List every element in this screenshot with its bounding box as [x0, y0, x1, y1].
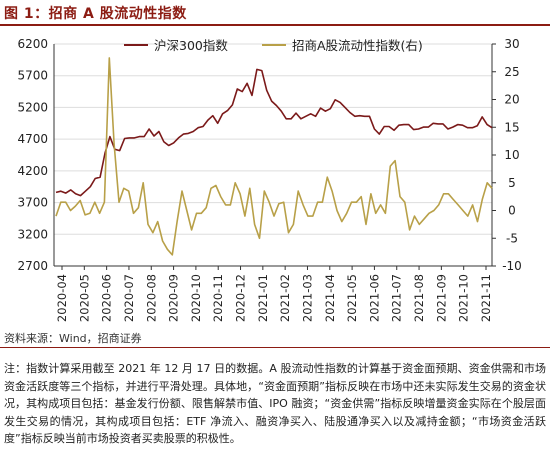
- y-left-tick-label: 3700: [17, 196, 48, 210]
- y-left-tick-label: 5700: [17, 69, 48, 83]
- series-line-csi300: [55, 68, 493, 197]
- legend: 沪深300指数 招商A股流动性指数(右): [124, 38, 423, 53]
- y-right-tick-label: 5: [508, 176, 516, 190]
- x-tick-label: 2020-08: [144, 274, 158, 322]
- x-tick-label: 2021-02: [278, 274, 292, 322]
- legend-label: 沪深300指数: [154, 38, 228, 53]
- y-right-tick-label: -10: [502, 259, 522, 273]
- y-left-tick-label: 4700: [17, 132, 48, 146]
- x-tick-label: 2020-07: [122, 274, 136, 322]
- liquidity-chart: 6200 5700 5200 4700 4200 3700 3200 2700 30 25 20 15…: [17, 37, 521, 322]
- series-lines: [55, 57, 493, 256]
- y-right-tick-label: 15: [504, 120, 519, 134]
- x-tick-label: 2020-10: [189, 274, 203, 322]
- x-tick-label: 2021-07: [390, 274, 404, 322]
- x-tick-label: 2020-09: [167, 274, 181, 322]
- x-tick-label: 2021-05: [345, 274, 359, 322]
- x-tick-label: 2020-06: [100, 274, 114, 322]
- x-tick-label: 2020-04: [55, 274, 69, 322]
- x-tick-label: 2021-01: [256, 274, 270, 322]
- x-tick-label: 2021-03: [300, 274, 314, 322]
- y-left-tick-label: 4200: [17, 164, 48, 178]
- y-right-tick-label: 25: [504, 65, 519, 79]
- x-tick-label: 2020-11: [211, 274, 225, 322]
- series-line-liquidity-index: [55, 57, 493, 256]
- footnote: 注：指数计算采用截至 2021 年 12 月 17 日的数据。A 股流动性指数的…: [4, 362, 546, 445]
- y-left-tick-label: 6200: [17, 37, 48, 51]
- y-left-tick-label: 5200: [17, 100, 48, 114]
- x-tick-label: 2020-05: [77, 274, 91, 322]
- x-tick-label: 2021-06: [367, 274, 381, 322]
- y-left-tick-label: 2700: [17, 259, 48, 273]
- x-tick-label: 2021-04: [323, 274, 337, 322]
- y-right-tick-label: -5: [506, 231, 518, 245]
- y-right-tick-label: 30: [504, 37, 519, 51]
- title-rule: [0, 24, 550, 26]
- axes: 6200 5700 5200 4700 4200 3700 3200 2700 30 25 20 15…: [17, 37, 521, 322]
- y-left-tick-label: 3200: [17, 227, 48, 241]
- y-right-tick-label: 20: [504, 93, 519, 107]
- y-right-tick-label: 10: [504, 148, 519, 162]
- x-tick-label: 2021-10: [457, 274, 471, 322]
- x-tick-label: 2021-09: [434, 274, 448, 322]
- grid-lines: [54, 43, 492, 267]
- source-rule: [0, 347, 550, 348]
- x-tick-label: 2020-12: [234, 274, 248, 322]
- source-text: 资料来源：Wind，招商证券: [4, 332, 142, 345]
- x-tick-label: 2021-08: [412, 274, 426, 322]
- legend-label: 招商A股流动性指数(右): [292, 38, 423, 53]
- x-tick-label: 2021-11: [479, 274, 493, 322]
- y-right-tick-label: 0: [508, 204, 516, 218]
- figure-title: 图 1：招商 A 股流动性指数: [4, 6, 187, 22]
